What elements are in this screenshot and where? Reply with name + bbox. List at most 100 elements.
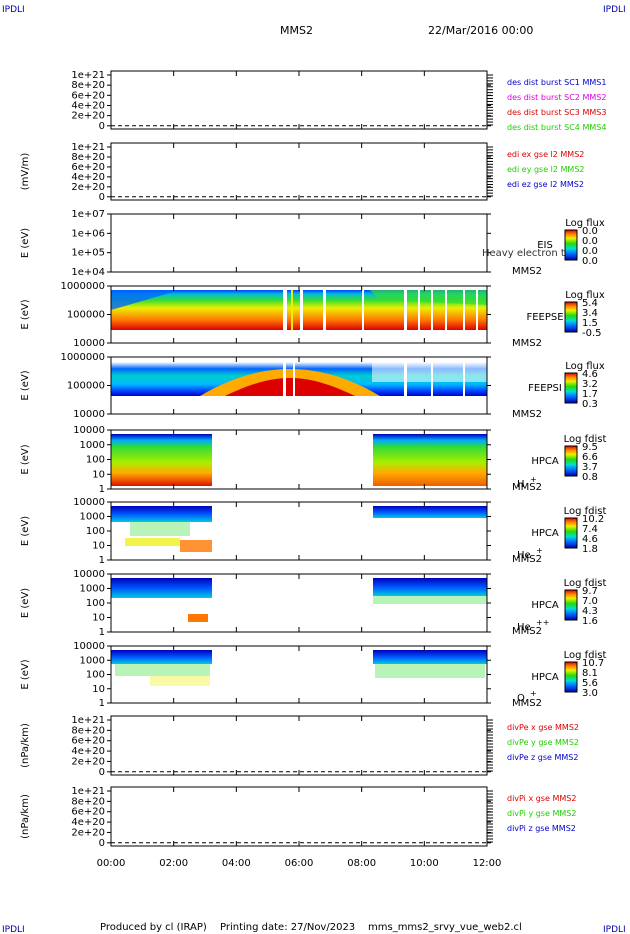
colorbar	[564, 517, 578, 549]
y-tick-label: 1e+05	[71, 248, 105, 259]
y-tick-label: 0	[99, 192, 105, 203]
colorbar-title: Log fdist	[564, 506, 607, 517]
y-tick-label: 4e+20	[71, 746, 105, 757]
colorbar-tick-label: 1.8	[582, 544, 598, 555]
colorbar-tick-label: 10.2	[582, 514, 604, 525]
y-tick-label: 1e+21	[71, 786, 105, 797]
species-label: H	[517, 479, 525, 490]
instrument-label: HPCA	[531, 456, 559, 467]
instrument-label: EIS	[537, 240, 553, 251]
instrument-spacecraft: MMS2	[512, 338, 542, 349]
corner-label-br: IPDLI	[603, 925, 626, 934]
hpca-o-spectrogram	[111, 650, 487, 686]
colorbar-tick-label: 5.6	[582, 678, 598, 689]
y-tick-label: 6e+20	[71, 807, 105, 818]
colorbar-tick-label: 3.4	[582, 308, 598, 319]
colorbar-tick-label: 1.7	[582, 389, 598, 400]
x-tick-label: 10:00	[410, 858, 439, 869]
colorbar	[564, 661, 578, 693]
panel-frame	[110, 70, 488, 130]
legend-entry: divPi x gse MMS2	[507, 794, 576, 803]
y-tick-label: 1e+07	[71, 209, 105, 220]
y-axis-label: E (eV)	[20, 370, 31, 400]
corner-label-tr: IPDLI	[603, 5, 626, 15]
species-charge: ++	[536, 618, 549, 627]
y-tick-label: 4e+20	[71, 172, 105, 183]
y-tick-label: 8e+20	[71, 796, 105, 807]
y-tick-label: 1e+21	[71, 715, 105, 726]
legend-entry: des dist burst SC4 MMS4	[507, 123, 606, 132]
y-tick-label: 1e+21	[71, 142, 105, 153]
colorbar-title: Log fdist	[564, 578, 607, 589]
colorbar-tick-label: 3.2	[582, 379, 598, 390]
y-tick-label: 6e+20	[71, 162, 105, 173]
y-tick-label: 1e+21	[71, 70, 105, 81]
colorbar	[564, 301, 578, 333]
colorbar-tick-label: 4.6	[582, 369, 598, 380]
footer-produced-by: Produced by cl (IRAP)	[100, 922, 207, 933]
x-tick-label: 00:00	[97, 858, 126, 869]
header-spacecraft: MMS2	[280, 24, 313, 37]
colorbar-title: Log fdist	[564, 434, 607, 445]
y-tick-label: 1000	[80, 655, 105, 666]
colorbar-tick-label: 3.0	[582, 688, 598, 699]
instrument-spacecraft: MMS2	[512, 626, 542, 637]
y-tick-label: 10000	[73, 409, 105, 420]
corner-label-bl: IPDLI	[2, 925, 25, 934]
species-label: He	[517, 622, 531, 633]
panel-frame	[110, 715, 488, 776]
y-axis-label: (mV/m)	[20, 153, 31, 191]
y-tick-label: 100000	[67, 381, 105, 392]
colorbar-tick-label: 0.0	[582, 256, 598, 267]
y-axis-label: E (eV)	[20, 516, 31, 546]
y-tick-label: 4e+20	[71, 100, 105, 111]
y-tick-label: 10000	[73, 338, 105, 349]
overlay-text: Heavy electron to	[482, 248, 571, 259]
header-date: 22/Mar/2016 00:00	[428, 24, 533, 37]
y-tick-label: 1e+06	[71, 228, 105, 239]
species-label: O	[517, 693, 525, 704]
y-tick-label: 10000	[73, 497, 105, 508]
y-tick-label: 2e+20	[71, 756, 105, 767]
colorbar	[564, 589, 578, 621]
y-tick-label: 100	[86, 598, 105, 609]
legend-entry: divPe y gse MMS2	[507, 738, 579, 747]
instrument-spacecraft: MMS2	[512, 698, 542, 709]
feepse-spectrogram	[111, 290, 487, 330]
x-tick-label: 04:00	[222, 858, 251, 869]
y-tick-label: 2e+20	[71, 827, 105, 838]
colorbar-title: Log flux	[565, 218, 605, 229]
y-tick-label: 10000	[73, 569, 105, 580]
instrument-label: HPCA	[531, 528, 559, 539]
instrument-spacecraft: MMS2	[512, 266, 542, 277]
y-tick-label: 1e+04	[71, 267, 105, 278]
y-tick-label: 10000	[73, 425, 105, 436]
colorbar-tick-label: 7.4	[582, 524, 598, 535]
y-tick-label: 6e+20	[71, 736, 105, 747]
instrument-label: FEEPSE	[526, 312, 563, 323]
colorbar	[564, 445, 578, 477]
y-tick-label: 8e+20	[71, 725, 105, 736]
colorbar-tick-label: 0.0	[582, 236, 598, 247]
colorbar-tick-label: 5.4	[582, 298, 598, 309]
y-tick-label: 2e+20	[71, 182, 105, 193]
legend-entry: divPi z gse MMS2	[507, 824, 576, 833]
y-tick-label: 100	[86, 526, 105, 537]
colorbar-tick-label: 8.1	[582, 668, 598, 679]
x-tick-label: 02:00	[159, 858, 188, 869]
x-tick-label: 12:00	[473, 858, 502, 869]
colorbar-title: Log flux	[565, 361, 605, 372]
y-tick-label: 1000	[80, 512, 105, 523]
y-tick-label: 10	[92, 469, 105, 480]
colorbar-tick-label: 0.8	[582, 472, 598, 483]
instrument-spacecraft: MMS2	[512, 482, 542, 493]
y-tick-label: 10	[92, 684, 105, 695]
y-tick-label: 1000000	[60, 352, 105, 363]
